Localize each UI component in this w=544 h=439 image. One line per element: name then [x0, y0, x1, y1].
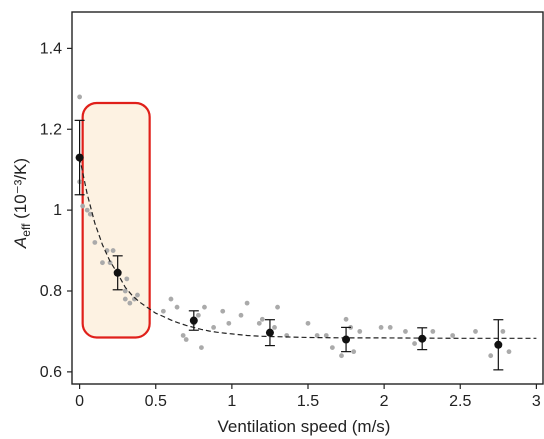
raw-point — [450, 333, 456, 338]
raw-point — [87, 211, 93, 217]
y-tick-label: 0.8 — [40, 283, 62, 300]
mean-point — [75, 153, 84, 162]
raw-point — [180, 333, 186, 338]
raw-point — [430, 329, 436, 334]
raw-point — [122, 288, 128, 294]
raw-point — [84, 207, 90, 213]
raw-point — [77, 94, 83, 100]
raw-point — [174, 304, 180, 310]
raw-point — [226, 320, 232, 326]
mean-point — [494, 340, 503, 349]
mean-point — [265, 328, 274, 337]
mean-point — [342, 335, 351, 344]
mean-point — [189, 316, 198, 325]
mean-point — [113, 268, 122, 277]
raw-point — [135, 292, 140, 298]
raw-point — [195, 312, 201, 318]
y-tick-label: 0.6 — [40, 364, 62, 381]
raw-point — [329, 345, 335, 351]
error-bar — [188, 310, 199, 331]
y-axis-label-unit: (10⁻³/K) — [11, 158, 30, 224]
x-tick-label: 0 — [75, 393, 84, 410]
raw-point — [220, 308, 226, 314]
raw-point — [323, 333, 329, 338]
raw-point — [343, 316, 349, 322]
raw-point — [412, 341, 417, 346]
x-tick-label: 2 — [380, 393, 389, 410]
x-tick-label: 2.5 — [449, 393, 471, 410]
raw-point — [473, 329, 478, 334]
raw-point — [387, 324, 393, 330]
x-axis: 0 0.5 1 1.5 2 2.5 3 — [75, 384, 541, 410]
raw-point — [100, 260, 105, 266]
error-bar — [264, 319, 275, 347]
y-tick-label: 1.4 — [40, 40, 62, 57]
x-tick-label: 0.5 — [145, 393, 167, 410]
raw-point — [110, 248, 116, 253]
error-bar — [417, 327, 428, 351]
raw-point — [183, 337, 189, 342]
raw-point — [357, 329, 363, 334]
raw-point — [238, 312, 244, 318]
x-tick-label: 1 — [227, 393, 236, 410]
mean-points-series — [74, 119, 504, 371]
y-axis: 0.6 0.8 1 1.2 1.4 — [40, 40, 72, 381]
raw-point — [160, 308, 166, 314]
raw-points-series — [77, 94, 512, 359]
raw-point — [124, 276, 130, 282]
raw-point — [305, 320, 311, 326]
raw-point — [488, 353, 494, 359]
raw-point — [244, 300, 250, 306]
raw-point — [272, 324, 277, 330]
y-tick-label: 1 — [53, 202, 62, 219]
raw-point — [403, 329, 408, 334]
error-bar — [493, 319, 504, 371]
raw-point — [199, 345, 204, 351]
raw-point — [259, 316, 265, 322]
raw-point — [275, 304, 280, 310]
error-bar — [74, 119, 85, 196]
raw-point — [339, 353, 344, 359]
y-tick-label: 1.2 — [40, 121, 62, 138]
x-tick-label: 3 — [532, 393, 541, 410]
x-axis-label: Ventilation speed (m/s) — [218, 417, 391, 436]
raw-point — [500, 329, 506, 334]
mean-point — [418, 334, 427, 343]
raw-point — [506, 349, 512, 355]
raw-point — [378, 324, 384, 330]
raw-point — [314, 333, 320, 338]
raw-point — [107, 260, 113, 266]
y-axis-label-subscript: eff — [19, 223, 33, 237]
error-bar — [112, 255, 123, 291]
highlight-region — [81, 101, 151, 339]
raw-point — [80, 203, 86, 209]
raw-point — [256, 320, 262, 326]
raw-point — [122, 296, 128, 302]
x-tick-label: 1.5 — [297, 393, 319, 410]
error-bar — [341, 326, 352, 353]
raw-point — [127, 300, 133, 306]
raw-point — [92, 240, 98, 245]
raw-point — [351, 349, 357, 355]
raw-point — [168, 296, 174, 302]
raw-point — [202, 304, 207, 310]
y-axis-label: Aeff (10⁻³/K) — [11, 158, 33, 249]
highlight-box — [81, 101, 151, 339]
raw-point — [211, 324, 217, 330]
y-axis-label-symbol: A — [11, 237, 30, 249]
